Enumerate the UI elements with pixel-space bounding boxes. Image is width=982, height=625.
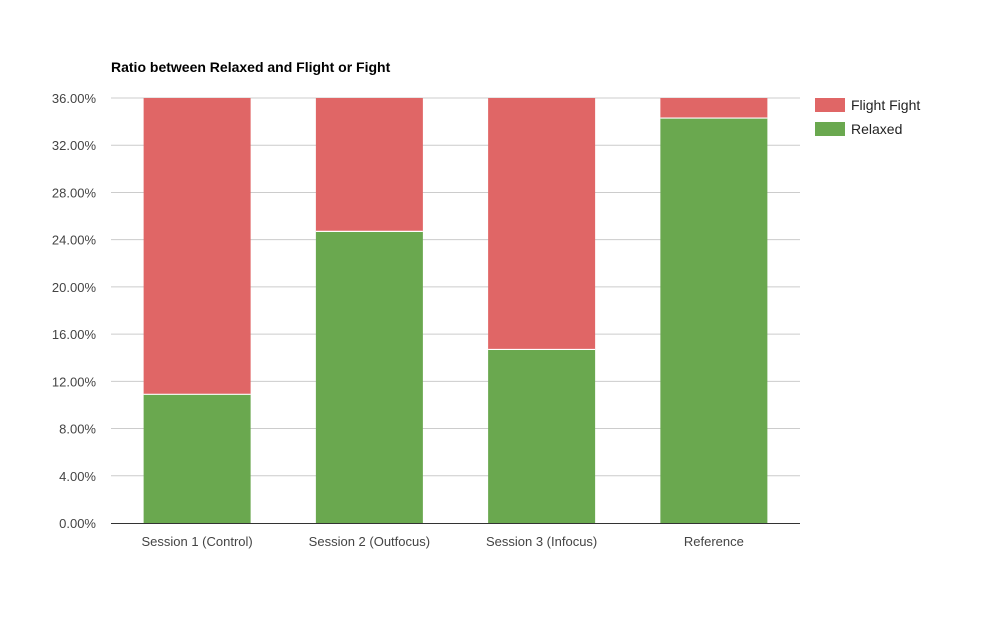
x-axis-tick-labels: Session 1 (Control) Session 2 (Outfocus) S… <box>141 534 743 549</box>
legend-item-flight-fight[interactable]: Flight Fight <box>815 97 920 113</box>
bars <box>143 98 768 523</box>
x-tick-label: Reference <box>684 534 744 549</box>
legend[interactable]: Flight Fight Relaxed <box>815 97 920 137</box>
legend-swatch <box>815 98 845 112</box>
bar-relaxed[interactable] <box>488 349 596 523</box>
y-tick-label: 12.00% <box>52 374 97 389</box>
legend-swatch <box>815 122 845 136</box>
y-tick-label: 28.00% <box>52 185 97 200</box>
y-tick-label: 4.00% <box>59 469 96 484</box>
y-tick-label: 20.00% <box>52 280 97 295</box>
y-tick-label: 32.00% <box>52 138 97 153</box>
y-tick-label: 0.00% <box>59 516 96 531</box>
bar-flight-fight[interactable] <box>143 98 251 395</box>
x-tick-label: Session 1 (Control) <box>141 534 252 549</box>
legend-label: Flight Fight <box>851 97 920 113</box>
y-tick-label: 24.00% <box>52 233 97 248</box>
y-tick-label: 36.00% <box>52 91 97 106</box>
y-tick-label: 8.00% <box>59 422 96 437</box>
legend-item-relaxed[interactable]: Relaxed <box>815 121 902 137</box>
bar-flight-fight[interactable] <box>315 98 423 232</box>
bar-flight-fight[interactable] <box>660 98 768 119</box>
x-tick-label: Session 2 (Outfocus) <box>309 534 430 549</box>
bar-relaxed[interactable] <box>660 118 768 523</box>
bar-relaxed[interactable] <box>315 231 423 523</box>
y-axis-tick-labels: 0.00% 4.00% 8.00% 12.00% 16.00% 20.00% 24.00% 2… <box>52 91 97 531</box>
x-tick-label: Session 3 (Infocus) <box>486 534 597 549</box>
bar-relaxed[interactable] <box>143 394 251 523</box>
y-tick-label: 16.00% <box>52 327 97 342</box>
legend-label: Relaxed <box>851 121 902 137</box>
chart-title: Ratio between Relaxed and Flight or Figh… <box>111 59 391 75</box>
bar-flight-fight[interactable] <box>488 98 596 350</box>
